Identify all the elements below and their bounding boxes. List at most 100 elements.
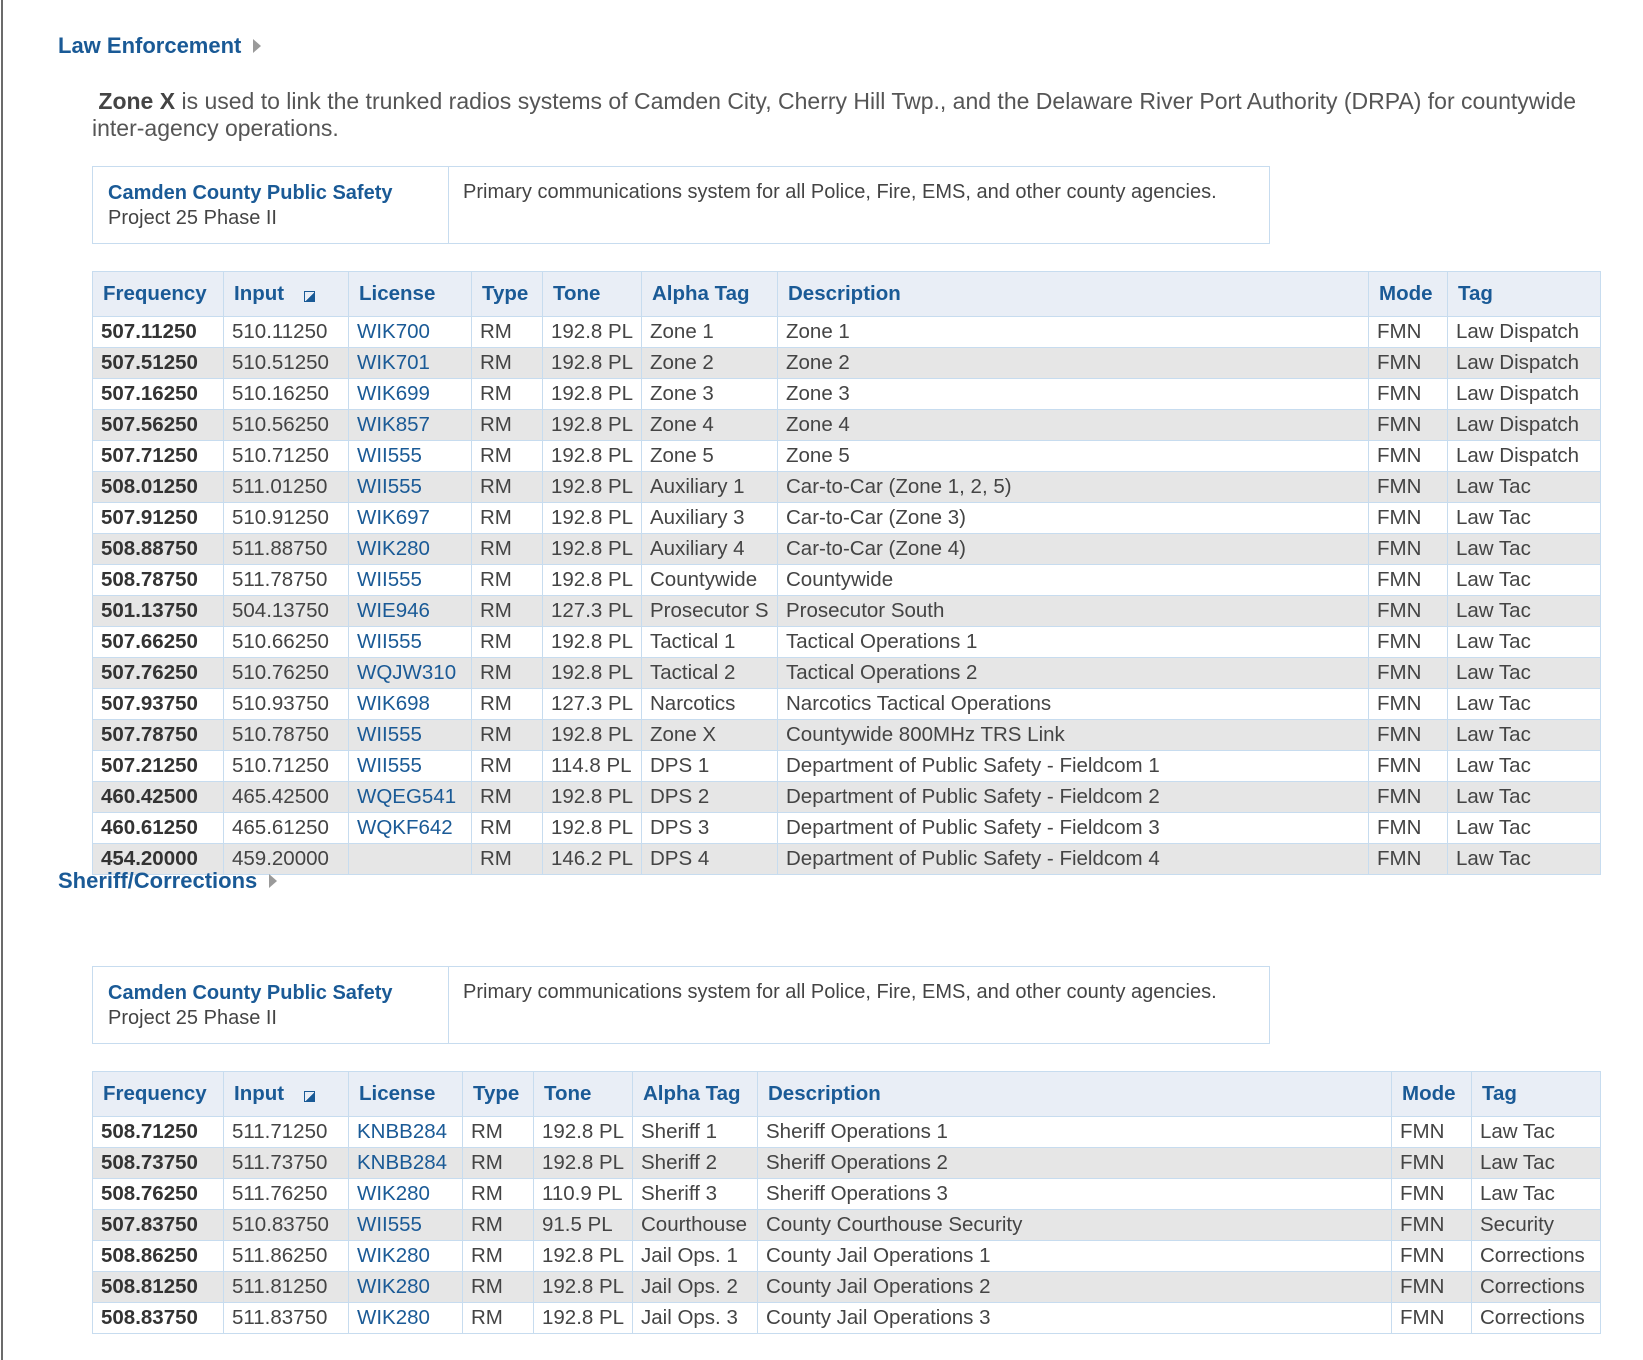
table-row: 507.51250 510.51250 WIK701 RM 192.8 PL Zone 2… xyxy=(92,347,1601,379)
column-header-frequency[interactable]: Frequency xyxy=(92,1071,224,1117)
column-header-frequency[interactable]: Frequency xyxy=(92,271,224,317)
cell-license[interactable]: WQEG541 xyxy=(348,781,472,813)
cell-input: 511.88750 xyxy=(223,533,349,565)
cell-license[interactable]: WII555 xyxy=(348,1209,463,1241)
cell-mode: FMN xyxy=(1368,750,1448,782)
column-header-type[interactable]: Type xyxy=(462,1071,534,1117)
cell-tag: Law Tac xyxy=(1447,719,1601,751)
cell-mode: FMN xyxy=(1391,1147,1472,1179)
cell-license[interactable]: WQJW310 xyxy=(348,657,472,689)
cell-license[interactable]: WIE946 xyxy=(348,595,472,627)
cell-tone: 192.8 PL xyxy=(542,781,642,813)
cell-mode: FMN xyxy=(1391,1178,1472,1210)
column-header-description[interactable]: Description xyxy=(777,271,1369,317)
cell-mode: FMN xyxy=(1368,440,1448,472)
column-header-label: Description xyxy=(768,1082,881,1105)
cell-license[interactable]: WIK280 xyxy=(348,1302,463,1334)
cell-frequency: 508.83750 xyxy=(92,1302,224,1334)
cell-alpha-tag: DPS 2 xyxy=(641,781,778,813)
sort-icon[interactable] xyxy=(304,1091,316,1102)
cell-description: Prosecutor South xyxy=(777,595,1369,627)
cell-type: RM xyxy=(462,1209,534,1241)
column-header-label: License xyxy=(359,282,436,305)
cell-license[interactable]: WIK700 xyxy=(348,316,472,348)
cell-alpha-tag: Zone X xyxy=(641,719,778,751)
cell-license[interactable]: WIK698 xyxy=(348,688,472,720)
column-header-tone[interactable]: Tone xyxy=(542,271,642,317)
cell-license[interactable]: WIK701 xyxy=(348,347,472,379)
column-header-license[interactable]: License xyxy=(348,1071,463,1117)
cell-license[interactable]: WIK280 xyxy=(348,1178,463,1210)
column-header-label: Tone xyxy=(544,1082,592,1105)
system-name-link[interactable]: Camden County Public Safety xyxy=(108,182,393,204)
column-header-description[interactable]: Description xyxy=(757,1071,1392,1117)
table-row: 507.76250 510.76250 WQJW310 RM 192.8 PL Tacti… xyxy=(92,657,1601,689)
cell-type: RM xyxy=(471,595,543,627)
system-name-link[interactable]: Camden County Public Safety xyxy=(108,982,393,1004)
cell-license[interactable]: WIK697 xyxy=(348,502,472,534)
cell-license[interactable]: WIK699 xyxy=(348,378,472,410)
cell-type: RM xyxy=(471,626,543,658)
cell-license[interactable]: WII555 xyxy=(348,564,472,596)
cell-tag: Law Tac xyxy=(1447,471,1601,503)
cell-license[interactable]: WII555 xyxy=(348,626,472,658)
column-header-input[interactable]: Input xyxy=(223,1071,349,1117)
cell-license[interactable]: KNBB284 xyxy=(348,1147,463,1179)
column-header-license[interactable]: License xyxy=(348,271,472,317)
intro-text: is used to link the trunked radios syste… xyxy=(92,88,1577,141)
cell-type: RM xyxy=(471,440,543,472)
cell-input: 511.01250 xyxy=(223,471,349,503)
column-header-tone[interactable]: Tone xyxy=(533,1071,633,1117)
system-description: Primary communications system for all Po… xyxy=(463,981,1217,1003)
cell-alpha-tag: Zone 5 xyxy=(641,440,778,472)
cell-license[interactable]: WIK280 xyxy=(348,533,472,565)
column-header-label: Mode xyxy=(1379,282,1433,305)
cell-input: 510.66250 xyxy=(223,626,349,658)
cell-alpha-tag: Zone 2 xyxy=(641,347,778,379)
cell-license[interactable]: WII555 xyxy=(348,471,472,503)
cell-license[interactable]: KNBB284 xyxy=(348,1116,463,1148)
column-header-input[interactable]: Input xyxy=(223,271,349,317)
table-row: 507.11250 510.11250 WIK700 RM 192.8 PL Zone 1… xyxy=(92,316,1601,348)
table-row: 507.16250 510.16250 WIK699 RM 192.8 PL Zone 3… xyxy=(92,378,1601,410)
cell-mode: FMN xyxy=(1368,502,1448,534)
cell-description: Zone 1 xyxy=(777,316,1369,348)
cell-license[interactable]: WII555 xyxy=(348,750,472,782)
law-enforcement-heading[interactable]: Law Enforcement xyxy=(58,33,262,59)
cell-license[interactable]: WIK857 xyxy=(348,409,472,441)
column-header-tag[interactable]: Tag xyxy=(1471,1071,1601,1117)
cell-description: Sheriff Operations 2 xyxy=(757,1147,1392,1179)
column-header-alpha-tag[interactable]: Alpha Tag xyxy=(632,1071,758,1117)
cell-description: Countywide xyxy=(777,564,1369,596)
column-header-mode[interactable]: Mode xyxy=(1391,1071,1472,1117)
cell-license[interactable]: WQKF642 xyxy=(348,812,472,844)
column-header-label: Alpha Tag xyxy=(643,1082,741,1105)
column-header-mode[interactable]: Mode xyxy=(1368,271,1448,317)
sort-icon[interactable] xyxy=(304,291,316,302)
cell-description: Narcotics Tactical Operations xyxy=(777,688,1369,720)
cell-license[interactable]: WII555 xyxy=(348,440,472,472)
cell-tone: 192.8 PL xyxy=(542,812,642,844)
column-header-label: Alpha Tag xyxy=(652,282,750,305)
column-header-alpha-tag[interactable]: Alpha Tag xyxy=(641,271,778,317)
cell-description: Tactical Operations 2 xyxy=(777,657,1369,689)
cell-license[interactable]: WII555 xyxy=(348,719,472,751)
column-header-type[interactable]: Type xyxy=(471,271,543,317)
cell-mode: FMN xyxy=(1368,347,1448,379)
cell-mode: FMN xyxy=(1368,471,1448,503)
cell-alpha-tag: Sheriff 2 xyxy=(632,1147,758,1179)
cell-type: RM xyxy=(462,1178,534,1210)
cell-license[interactable]: WIK280 xyxy=(348,1240,463,1272)
column-header-label: Tag xyxy=(1458,282,1493,305)
sheriff-corrections-heading[interactable]: Sheriff/Corrections xyxy=(58,868,278,894)
cell-input: 511.73750 xyxy=(223,1147,349,1179)
cell-type: RM xyxy=(471,316,543,348)
column-header-label: Type xyxy=(482,282,529,305)
cell-input: 504.13750 xyxy=(223,595,349,627)
cell-license[interactable]: WIK280 xyxy=(348,1271,463,1303)
cell-frequency: 508.73750 xyxy=(92,1147,224,1179)
column-header-tag[interactable]: Tag xyxy=(1447,271,1601,317)
cell-tone: 192.8 PL xyxy=(533,1116,633,1148)
cell-alpha-tag: Auxiliary 4 xyxy=(641,533,778,565)
cell-alpha-tag: DPS 1 xyxy=(641,750,778,782)
